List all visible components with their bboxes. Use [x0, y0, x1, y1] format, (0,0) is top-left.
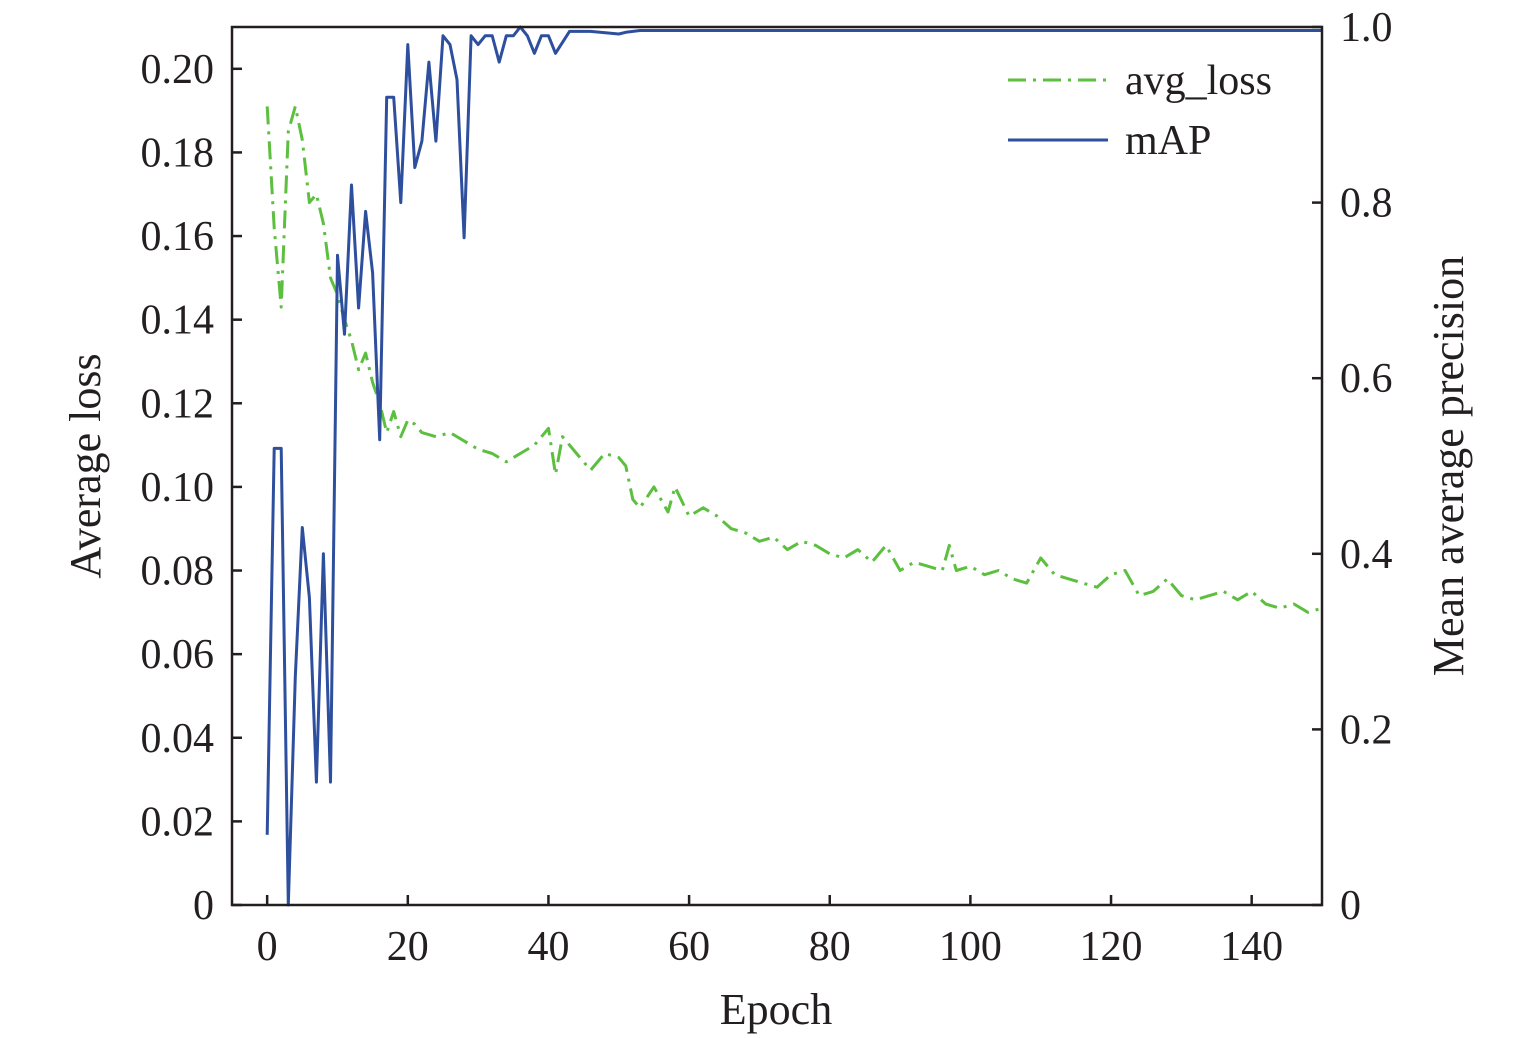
y-right-tick-label: 0.2 [1340, 707, 1393, 753]
y-left-tick-label: 0.02 [141, 799, 215, 845]
y-left-tick-label: 0.20 [141, 47, 215, 93]
legend-label-avg-loss: avg_loss [1125, 58, 1272, 104]
x-axis-title: Epoch [720, 985, 832, 1034]
series-avg-loss-line [265, 104, 1322, 614]
y-axis-right: 0 0.2 0.4 0.6 0.8 1.0 [1312, 5, 1393, 929]
y-left-tick-label: 0 [193, 883, 214, 929]
legend-label-map: mAP [1125, 118, 1211, 164]
y-right-tick-label: 0.6 [1340, 356, 1393, 402]
plot-frame [230, 25, 1324, 907]
series-map-line [265, 25, 1322, 907]
y-left-tick-label: 0.12 [141, 381, 215, 427]
legend: avg_loss mAP [1008, 58, 1272, 164]
y-left-tick-label: 0.08 [141, 549, 215, 595]
x-tick-label: 0 [257, 924, 278, 970]
y-axis-right-title: Mean average precision [1424, 256, 1473, 676]
y-left-tick-label: 0.06 [141, 632, 215, 678]
y-left-tick-label: 0.18 [141, 130, 215, 176]
y-axis-left: 0 0.02 0.04 0.06 0.08 0.10 0.12 0.14 0.16 0.18 0.2… [141, 47, 242, 929]
x-tick-label: 80 [809, 924, 851, 970]
y-right-tick-label: 0.8 [1340, 181, 1393, 227]
series-layer [265, 25, 1322, 907]
x-tick-label: 40 [527, 924, 569, 970]
x-axis: 0 20 40 60 80 100 120 140 [257, 895, 1283, 970]
y-right-tick-label: 0.4 [1340, 532, 1393, 578]
x-tick-label: 20 [387, 924, 429, 970]
y-left-tick-label: 0.04 [141, 716, 215, 762]
x-tick-label: 120 [1080, 924, 1143, 970]
x-tick-label: 140 [1220, 924, 1283, 970]
y-left-tick-label: 0.16 [141, 214, 215, 260]
y-right-tick-label: 0 [1340, 883, 1361, 929]
y-left-tick-label: 0.10 [141, 465, 215, 511]
x-tick-label: 100 [939, 924, 1002, 970]
y-left-tick-label: 0.14 [141, 298, 215, 344]
y-right-tick-label: 1.0 [1340, 5, 1393, 51]
x-tick-label: 60 [668, 924, 710, 970]
y-axis-left-title: Average loss [61, 353, 110, 578]
